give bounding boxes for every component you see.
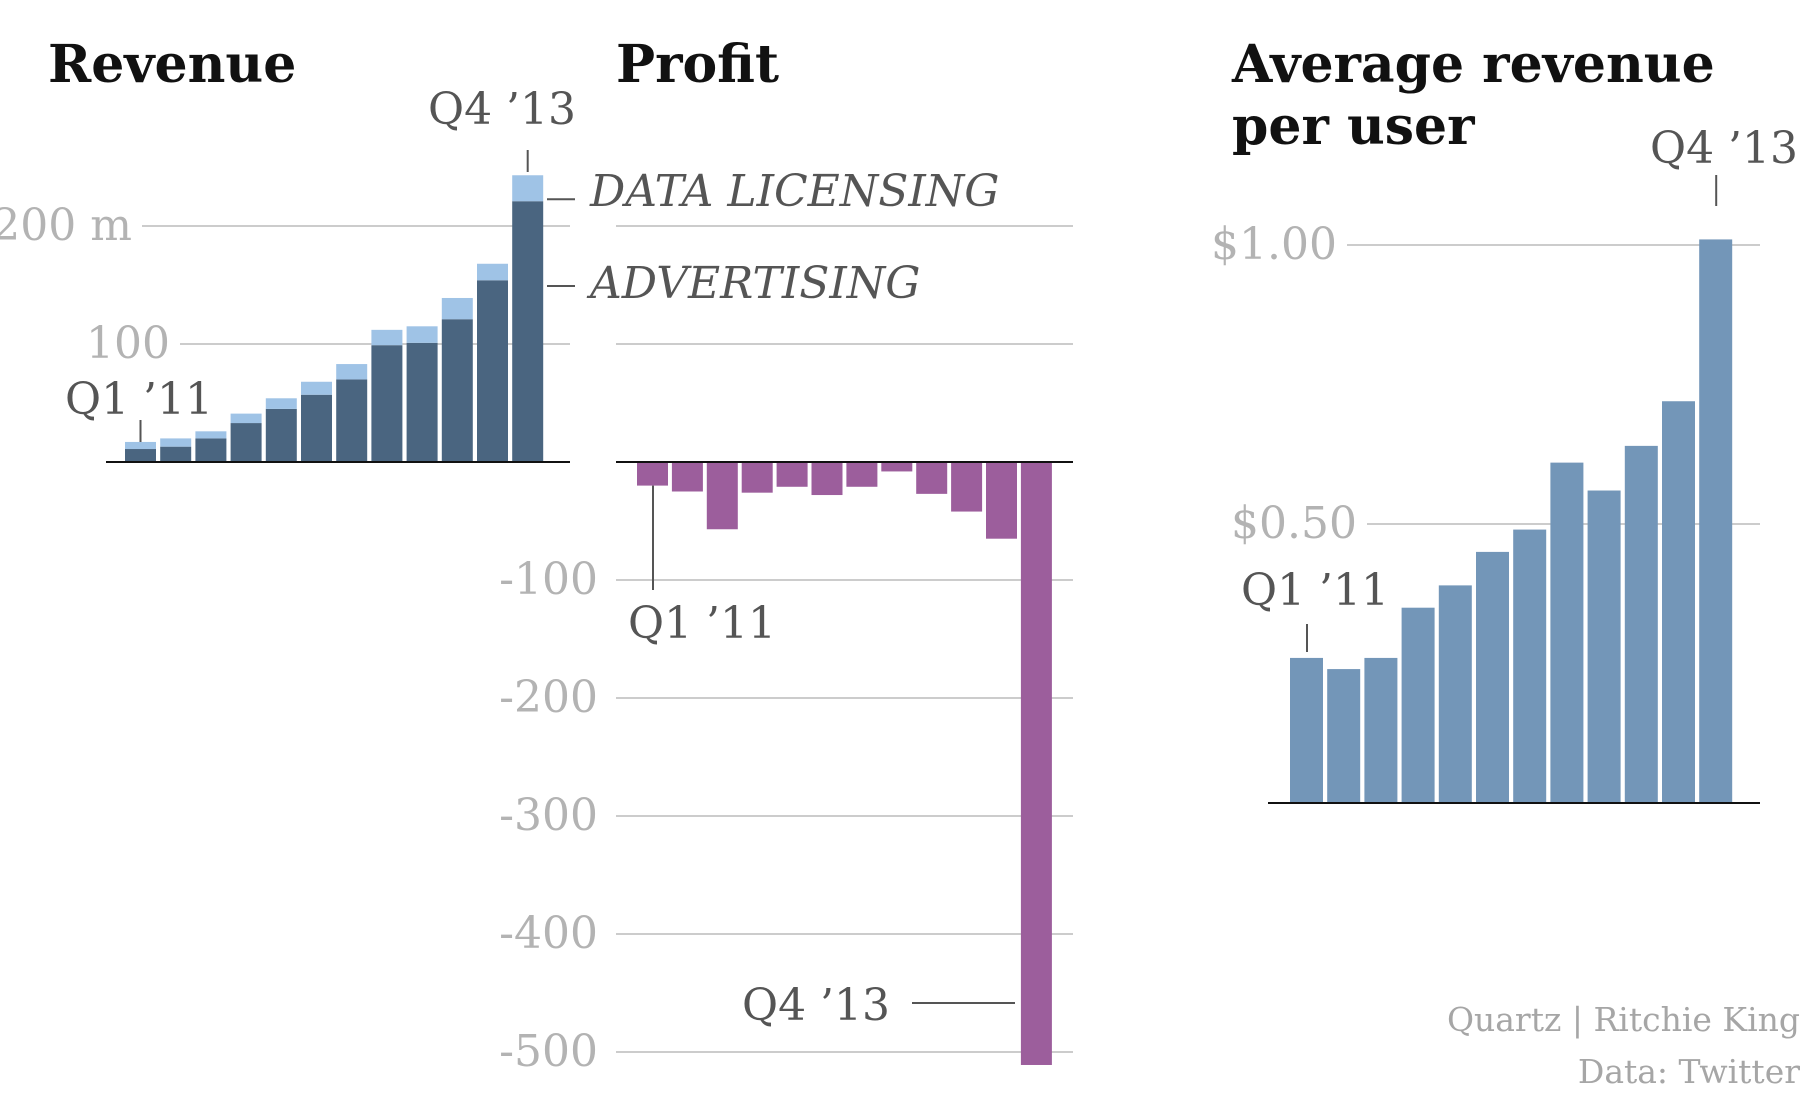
profit-first-label: Q1 ’11 <box>628 598 776 649</box>
revenue-bar-data-licensing <box>160 438 192 447</box>
profit-tick-label: -100 <box>499 554 598 605</box>
revenue-bar-data-licensing <box>265 398 297 409</box>
revenue-bar-data-licensing <box>301 381 332 395</box>
revenue-bar-advertising <box>336 379 368 462</box>
arpu-bar <box>1438 585 1472 803</box>
arpu-bar <box>1401 607 1435 803</box>
profit-title: Profit <box>616 34 779 95</box>
arpu-bar <box>1513 529 1547 803</box>
arpu-bar <box>1699 239 1733 804</box>
revenue-bar-data-licensing <box>195 431 227 439</box>
profit-tick-label: -500 <box>499 1026 598 1077</box>
arpu-title-line-1: Average revenue <box>1231 34 1715 95</box>
revenue-bar-data-licensing <box>512 175 544 202</box>
arpu-tick-label: $0.50 <box>1231 498 1357 549</box>
revenue-bar-advertising <box>371 345 403 462</box>
profit-bar <box>1020 462 1052 1065</box>
profit-chart: Profit -100 -200 -300 -400 -500 Q1 ’11 Q4 ’13 <box>499 34 1073 1077</box>
credit-author: Quartz | Ritchie King <box>1447 1000 1800 1039</box>
profit-bar <box>986 462 1017 539</box>
revenue-bar-data-licensing <box>441 297 473 320</box>
revenue-bar-advertising <box>477 280 508 462</box>
profit-bar <box>916 462 948 494</box>
profit-bar <box>776 462 808 487</box>
revenue-bar-advertising <box>512 201 544 462</box>
profit-tick-label: -200 <box>499 672 598 723</box>
arpu-bar <box>1476 551 1509 803</box>
revenue-bar-data-licensing <box>336 364 368 380</box>
profit-bar <box>951 462 983 512</box>
arpu-title-line-2: per user <box>1232 96 1475 157</box>
arpu-bar <box>1290 657 1323 803</box>
legend-data-licensing: DATA LICENSING <box>589 166 999 217</box>
revenue-bar-data-licensing <box>230 413 262 424</box>
revenue-title: Revenue <box>48 34 296 95</box>
revenue-chart: Revenue 100 $200 m Q1 ’11 Q4 ’13 DATA LICE… <box>0 34 999 463</box>
arpu-bar <box>1327 669 1361 803</box>
revenue-bar-advertising <box>230 423 262 462</box>
profit-bar <box>706 462 738 530</box>
arpu-tick-label: $1.00 <box>1211 219 1337 270</box>
revenue-bar-advertising <box>301 394 332 462</box>
revenue-tick-label: 100 <box>86 318 170 369</box>
revenue-first-label: Q1 ’11 <box>65 374 213 425</box>
profit-bar <box>671 462 703 492</box>
revenue-tick-label: $200 m <box>0 200 132 251</box>
revenue-bar-data-licensing <box>371 329 403 346</box>
credit-source: Data: Twitter <box>1578 1052 1800 1091</box>
profit-bar <box>741 462 773 493</box>
profit-tick-label: -400 <box>499 908 598 959</box>
revenue-last-label: Q4 ’13 <box>428 84 576 135</box>
arpu-chart: Average revenue per user $0.50 $1.00 Q1 ’… <box>1211 34 1798 804</box>
profit-bar <box>846 462 878 487</box>
revenue-bar-advertising <box>160 446 192 462</box>
profit-tick-label: -300 <box>499 790 598 841</box>
profit-last-label: Q4 ’13 <box>742 980 890 1031</box>
revenue-bar-advertising <box>406 342 438 462</box>
revenue-bar-data-licensing <box>477 263 508 281</box>
arpu-bar <box>1587 490 1621 803</box>
revenue-bar-advertising <box>125 449 156 462</box>
revenue-bar-data-licensing <box>406 326 438 343</box>
revenue-bar-advertising <box>441 319 473 462</box>
revenue-bar-advertising <box>265 408 297 462</box>
arpu-bar <box>1550 462 1584 803</box>
arpu-last-label: Q4 ’13 <box>1650 123 1798 174</box>
legend-advertising: ADVERTISING <box>586 258 920 309</box>
arpu-first-label: Q1 ’11 <box>1241 565 1389 616</box>
arpu-bar <box>1364 657 1398 803</box>
arpu-bar <box>1624 445 1658 803</box>
profit-bar <box>637 462 668 486</box>
profit-bar <box>881 462 913 472</box>
revenue-bar-advertising <box>195 438 227 462</box>
arpu-bar <box>1662 401 1695 803</box>
revenue-bar-data-licensing <box>125 441 156 450</box>
profit-bar <box>811 462 843 496</box>
